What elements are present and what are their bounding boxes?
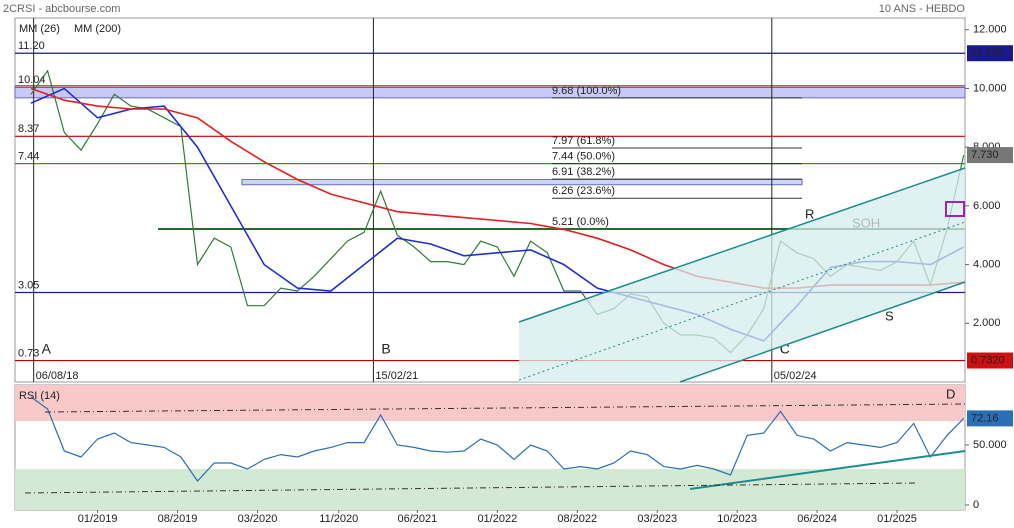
fib-label: 6.91 (38.2%) [552, 166, 615, 178]
x-tick-label: 06/2021 [398, 513, 438, 525]
price-tag-label: 72.16 [971, 412, 999, 424]
x-tick-label: 03/2023 [637, 513, 677, 525]
legend-label: MM (200) [74, 23, 121, 35]
fib-label: 7.97 (61.8%) [552, 135, 615, 147]
y-tick-label: 10.000 [973, 82, 1007, 94]
fib-label: 9.68 (100.0%) [552, 85, 621, 97]
marker-date: 06/08/18 [36, 370, 79, 382]
x-tick-label: 11/2020 [319, 513, 358, 525]
level-label: 8.37 [18, 123, 39, 135]
marker-letter: A [42, 341, 52, 357]
marker-date: 05/02/24 [774, 370, 817, 382]
x-tick-label: 08/2022 [557, 513, 597, 525]
site-title: 2CRSI - abcbourse.com [3, 3, 120, 15]
x-tick-label: 10/2023 [717, 513, 757, 525]
price-tag-label: 0.7320 [971, 354, 1005, 366]
fib-label: 7.44 (50.0%) [552, 151, 615, 163]
level-label: 11.20 [18, 40, 45, 52]
price-tag [967, 410, 1013, 427]
level-label: 0.73 [18, 347, 39, 359]
zone [15, 468, 965, 510]
x-tick-label: 08/2019 [158, 513, 198, 525]
marker-date: 15/02/21 [375, 370, 418, 382]
channel [24, 167, 966, 494]
annotation: R [805, 206, 814, 221]
y-tick-label: 0 [973, 499, 979, 511]
zone [241, 178, 803, 186]
x-tick-label: 01/2022 [477, 513, 517, 525]
price-tag [967, 352, 1013, 369]
zone [15, 385, 965, 421]
y-tick-label: 50.000 [973, 439, 1007, 451]
legend-label: RSI (14) [19, 390, 60, 402]
y-tick-label: 6.000 [973, 200, 1001, 212]
y-tick-label: 2.000 [973, 317, 1001, 329]
level-label: 7.44 [18, 151, 39, 163]
price-tag [967, 147, 1013, 164]
period: 10 ANS - HEBDO [879, 3, 966, 15]
series-line [30, 396, 965, 482]
y-tick-label: 4.000 [973, 258, 1001, 270]
zone [14, 85, 966, 99]
legend-label: MM (26) [19, 23, 60, 35]
rsi-panel: 50.000 0 01/2019 08/2019 03/2020 11/2020 06/20… [14, 384, 1013, 525]
x-tick-label: 06/2024 [797, 513, 837, 525]
marker-letter: C [780, 341, 790, 357]
level-label: 3.05 [18, 279, 39, 291]
marker-letter: B [381, 341, 390, 357]
y-tick-label: 12.000 [973, 24, 1007, 36]
x-tick-label: 03/2020 [238, 513, 278, 525]
annotation: S [885, 308, 894, 323]
price-tag-label: 7.730 [971, 149, 999, 161]
x-tick-label: 01/2025 [877, 513, 917, 525]
fib-label: 6.26 (23.6%) [552, 185, 615, 197]
fib-label: 5.21 (0.0%) [552, 216, 609, 228]
x-tick-label: 01/2019 [78, 513, 118, 525]
annotation: D [946, 386, 955, 401]
price-tag-label: 11.200 [971, 47, 1004, 59]
price-tag [967, 45, 1013, 62]
